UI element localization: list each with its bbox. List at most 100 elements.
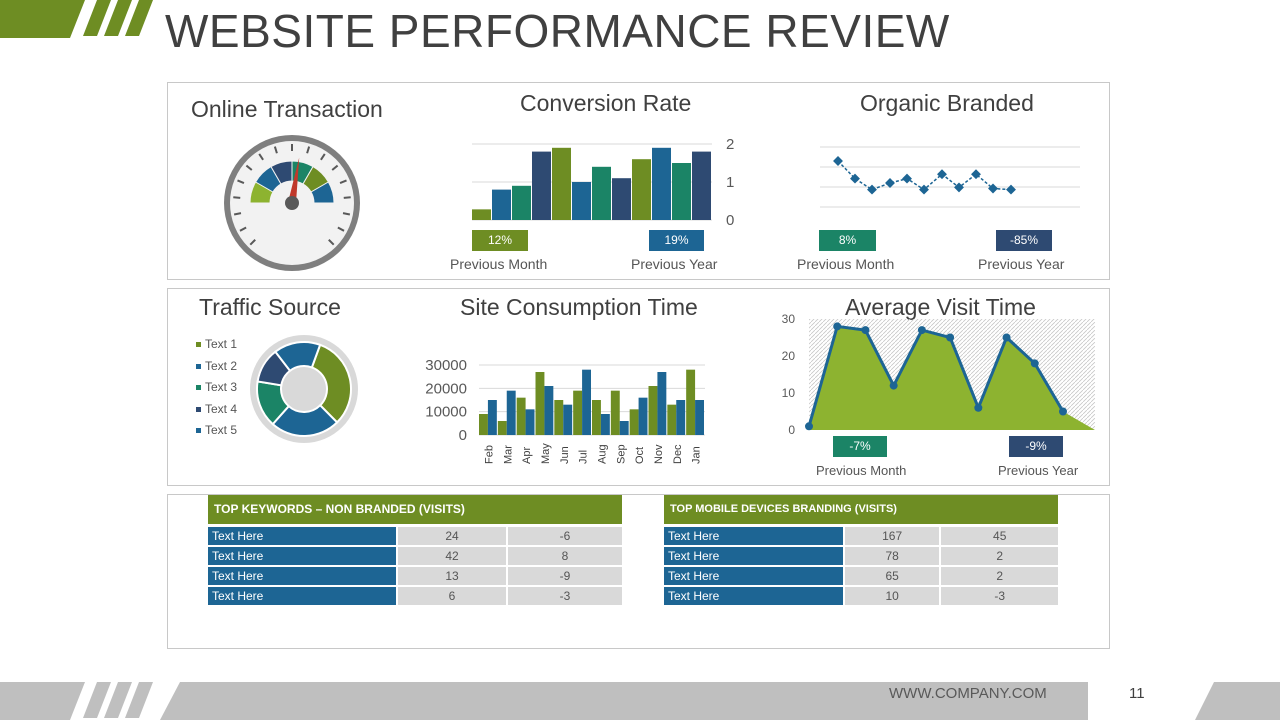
site-xtick: Jul xyxy=(578,450,590,464)
table-cell: 13 xyxy=(398,567,506,585)
conversion-bar xyxy=(612,178,631,220)
legend-item: Text 1 xyxy=(196,334,237,356)
avg-point xyxy=(917,326,926,335)
organic-branded-chart xyxy=(820,146,1080,208)
site-xtick: May xyxy=(540,443,552,464)
table-row: Text Here 6 -3 xyxy=(208,587,622,605)
gauge-tick xyxy=(237,179,245,185)
gauge-segment xyxy=(310,181,335,204)
avg-point xyxy=(946,333,955,342)
site-ytick: 20000 xyxy=(425,380,467,397)
donut-slice xyxy=(310,343,352,424)
table-cell: 45 xyxy=(941,527,1058,545)
site-bar xyxy=(600,414,610,435)
table-row: Text Here 78 2 xyxy=(664,547,1058,565)
table-cell: 2 xyxy=(941,547,1058,565)
gauge-tick xyxy=(258,153,264,161)
legend-label: Text 1 xyxy=(205,337,238,351)
site-ytick: 30000 xyxy=(425,357,467,374)
organic-point xyxy=(971,169,981,180)
conversion-bar xyxy=(552,147,571,220)
site-xtick: Apr xyxy=(521,447,533,464)
site-bar xyxy=(582,369,591,435)
gauge-tick xyxy=(249,239,256,246)
conversion-caption-month: Previous Month xyxy=(450,256,548,272)
gauge-tick xyxy=(233,196,241,199)
gauge-tick xyxy=(320,153,326,161)
organic-branded-title: Organic Branded xyxy=(860,90,1034,116)
gauge-tick xyxy=(331,164,339,171)
footer-url: WWW.COMPANY.COM xyxy=(889,685,1047,702)
organic-caption-month: Previous Month xyxy=(797,256,895,272)
conversion-bar xyxy=(592,166,611,220)
conversion-bar xyxy=(472,209,491,220)
site-bar xyxy=(667,404,677,435)
site-xtick: Mar xyxy=(502,445,514,464)
table-row: Text Here 167 45 xyxy=(664,527,1058,545)
gauge-tick xyxy=(239,226,247,232)
gauge-tick xyxy=(306,146,311,154)
site-bar xyxy=(497,421,507,435)
conversion-caption-year: Previous Year xyxy=(631,256,718,272)
table-row-label: Text Here xyxy=(208,547,396,565)
site-bar xyxy=(592,400,601,435)
organic-point xyxy=(867,184,877,195)
avg-caption-year: Previous Year xyxy=(998,463,1079,478)
table-cell: 65 xyxy=(844,567,940,585)
table-cell: 2 xyxy=(941,567,1058,585)
site-bar xyxy=(648,386,658,435)
avg-badge-month: -7% xyxy=(833,436,887,457)
site-bar xyxy=(479,414,488,435)
site-bar xyxy=(676,400,686,435)
organic-point xyxy=(937,169,947,180)
table-row-label: Text Here xyxy=(664,587,843,605)
site-bar xyxy=(695,400,704,435)
table-row-label: Text Here xyxy=(208,527,396,545)
conversion-badge-year: 19% xyxy=(649,230,704,251)
organic-point xyxy=(919,184,929,195)
site-bar xyxy=(686,369,696,435)
organic-point xyxy=(885,178,895,188)
gauge-tick xyxy=(342,212,351,216)
site-xtick: Dec xyxy=(672,444,684,464)
table-row: Text Here 24 -6 xyxy=(208,527,622,545)
conversion-ytick: 1 xyxy=(726,174,734,191)
site-xtick: Aug xyxy=(596,444,608,464)
avg-point xyxy=(1030,359,1039,368)
legend-label: Text 3 xyxy=(205,380,238,394)
avg-line xyxy=(807,324,1065,427)
conversion-bar xyxy=(532,151,551,220)
avg-ytick: 0 xyxy=(788,423,795,436)
conversion-bar xyxy=(512,185,531,220)
footer-decoration xyxy=(0,682,1280,720)
table-cell: 6 xyxy=(398,587,506,605)
table-cell: -9 xyxy=(508,567,622,585)
traffic-source-title: Traffic Source xyxy=(199,294,341,320)
site-ytick: 10000 xyxy=(425,404,467,421)
organic-point xyxy=(850,173,860,184)
avg-point xyxy=(889,381,898,390)
organic-point xyxy=(1006,184,1016,195)
table-row: Text Here 13 -9 xyxy=(208,567,622,585)
site-bar xyxy=(657,372,667,435)
conversion-bar xyxy=(492,189,511,220)
organic-point xyxy=(902,173,912,184)
donut-slice xyxy=(273,341,322,373)
avg-point xyxy=(1059,407,1067,416)
avg-ytick: 30 xyxy=(782,312,796,326)
organic-badge-year: -85% xyxy=(996,230,1052,251)
avg-ytick: 10 xyxy=(782,386,796,400)
site-bar xyxy=(638,397,648,435)
conversion-rate-chart: 0 1 2 xyxy=(472,136,734,229)
conversion-bar xyxy=(632,159,651,220)
table-cell: 167 xyxy=(844,527,940,545)
table-row: Text Here 42 8 xyxy=(208,547,622,565)
avg-point xyxy=(861,326,870,335)
gauge-tick xyxy=(339,179,347,185)
site-bar xyxy=(629,409,639,435)
avg-point xyxy=(805,422,813,431)
table-row-label: Text Here xyxy=(208,567,396,585)
site-consumption-chart: 0 10000 20000 30000 Feb Mar Apr May Jun Jul Aug Sep… xyxy=(425,357,705,464)
site-xtick: Feb xyxy=(483,445,495,464)
avg-point xyxy=(833,322,842,331)
